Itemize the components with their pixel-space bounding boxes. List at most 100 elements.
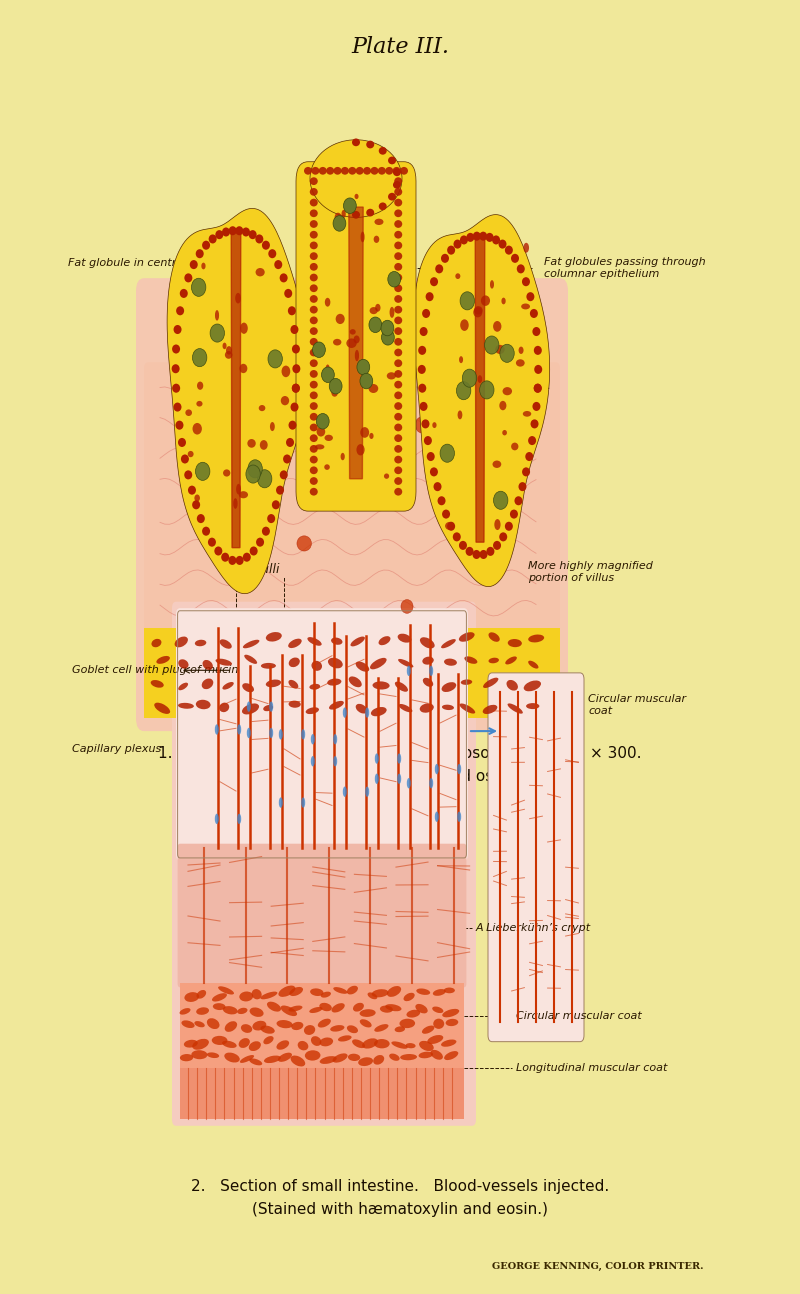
Ellipse shape — [346, 339, 357, 348]
Ellipse shape — [386, 373, 396, 379]
Ellipse shape — [430, 778, 434, 788]
Ellipse shape — [310, 435, 318, 443]
Ellipse shape — [441, 1039, 457, 1047]
Ellipse shape — [374, 774, 379, 784]
Ellipse shape — [458, 763, 462, 774]
Ellipse shape — [179, 1008, 190, 1014]
Ellipse shape — [420, 327, 428, 336]
Ellipse shape — [474, 308, 482, 317]
Ellipse shape — [505, 521, 513, 531]
Ellipse shape — [350, 329, 356, 335]
Ellipse shape — [290, 402, 298, 411]
Ellipse shape — [281, 396, 289, 405]
Ellipse shape — [464, 656, 478, 664]
Text: More highly magnified
portion of villus: More highly magnified portion of villus — [528, 562, 653, 582]
Ellipse shape — [394, 327, 402, 335]
Ellipse shape — [235, 292, 241, 304]
Ellipse shape — [334, 212, 342, 221]
Ellipse shape — [208, 537, 216, 546]
Ellipse shape — [381, 321, 394, 336]
Ellipse shape — [270, 727, 274, 738]
Ellipse shape — [193, 348, 207, 366]
Ellipse shape — [394, 188, 402, 195]
Ellipse shape — [534, 365, 542, 374]
Ellipse shape — [310, 188, 318, 195]
Ellipse shape — [310, 445, 318, 453]
FancyBboxPatch shape — [296, 162, 416, 511]
Ellipse shape — [528, 634, 544, 642]
Ellipse shape — [334, 756, 338, 766]
Ellipse shape — [482, 705, 498, 714]
Ellipse shape — [493, 321, 502, 331]
Ellipse shape — [278, 986, 295, 996]
Ellipse shape — [150, 681, 164, 687]
Text: A Lieberkühn’s crypt: A Lieberkühn’s crypt — [476, 923, 591, 933]
Ellipse shape — [479, 550, 487, 559]
Ellipse shape — [310, 423, 318, 431]
Ellipse shape — [310, 305, 318, 313]
Ellipse shape — [318, 167, 326, 175]
Ellipse shape — [327, 678, 342, 686]
Ellipse shape — [394, 295, 402, 303]
Ellipse shape — [182, 421, 210, 445]
Ellipse shape — [534, 345, 542, 355]
Ellipse shape — [310, 242, 318, 250]
Ellipse shape — [517, 264, 525, 273]
Ellipse shape — [310, 380, 318, 388]
Ellipse shape — [261, 663, 276, 669]
Ellipse shape — [234, 498, 238, 509]
Ellipse shape — [262, 527, 270, 536]
Ellipse shape — [274, 260, 282, 269]
Ellipse shape — [446, 1018, 458, 1026]
Ellipse shape — [348, 1053, 360, 1061]
Ellipse shape — [444, 1051, 458, 1060]
Ellipse shape — [280, 273, 288, 282]
Ellipse shape — [524, 681, 541, 691]
Ellipse shape — [511, 443, 518, 450]
Ellipse shape — [354, 194, 358, 199]
Ellipse shape — [361, 232, 365, 242]
Ellipse shape — [502, 387, 512, 395]
Ellipse shape — [184, 273, 192, 282]
Ellipse shape — [432, 1007, 443, 1013]
Ellipse shape — [466, 233, 474, 242]
Ellipse shape — [256, 537, 264, 546]
Ellipse shape — [422, 1026, 434, 1034]
Ellipse shape — [172, 344, 180, 353]
Ellipse shape — [435, 811, 438, 822]
Ellipse shape — [310, 455, 318, 463]
Ellipse shape — [310, 263, 318, 270]
Ellipse shape — [441, 254, 449, 263]
Ellipse shape — [435, 763, 438, 774]
Ellipse shape — [174, 637, 188, 647]
Ellipse shape — [399, 1018, 415, 1029]
Ellipse shape — [442, 705, 454, 710]
Ellipse shape — [310, 360, 318, 367]
Ellipse shape — [473, 550, 481, 559]
Ellipse shape — [360, 373, 373, 388]
Ellipse shape — [445, 521, 454, 531]
Ellipse shape — [420, 637, 434, 648]
Ellipse shape — [329, 701, 344, 709]
Ellipse shape — [246, 727, 251, 738]
Ellipse shape — [363, 167, 371, 175]
Text: Capillary plexus: Capillary plexus — [72, 744, 162, 754]
Ellipse shape — [394, 338, 402, 345]
Ellipse shape — [375, 304, 381, 312]
Ellipse shape — [214, 814, 218, 824]
Ellipse shape — [357, 444, 365, 455]
Ellipse shape — [388, 157, 396, 164]
Ellipse shape — [310, 488, 318, 496]
Text: (Stained with picrocarmine and osmic acid.): (Stained with picrocarmine and osmic aci… — [231, 769, 569, 784]
Ellipse shape — [213, 1003, 226, 1011]
Ellipse shape — [400, 1055, 417, 1060]
Bar — [180, 983, 464, 1068]
Ellipse shape — [394, 488, 402, 496]
Ellipse shape — [239, 364, 247, 373]
Ellipse shape — [398, 659, 414, 668]
Ellipse shape — [378, 148, 386, 155]
Ellipse shape — [394, 370, 402, 378]
Ellipse shape — [289, 679, 298, 688]
Ellipse shape — [301, 797, 306, 807]
Ellipse shape — [176, 307, 184, 316]
